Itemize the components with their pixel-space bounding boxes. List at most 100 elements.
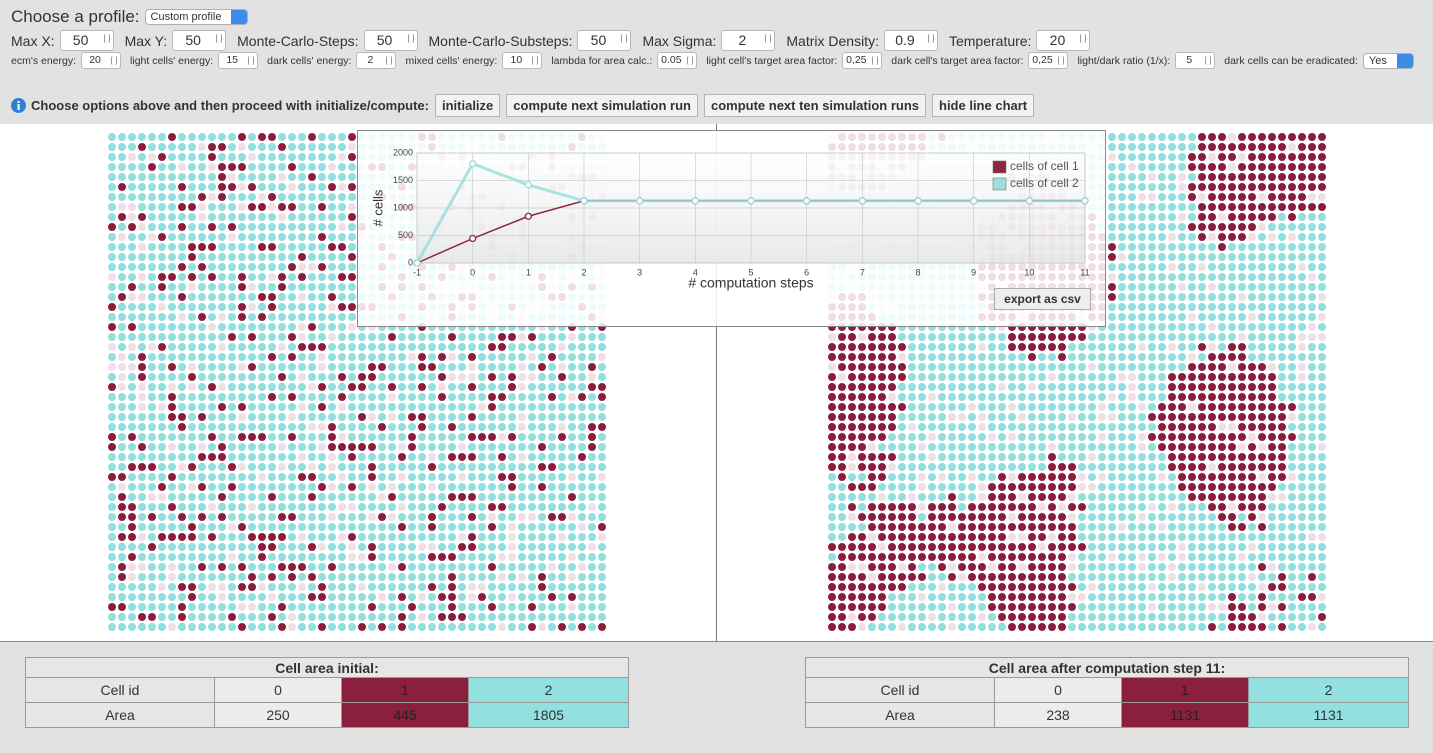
cell-dot [938, 503, 946, 511]
cell-dot [198, 303, 206, 311]
param-input[interactable]: 0,25 [1028, 52, 1069, 69]
param-input[interactable]: 0.05 [657, 52, 698, 69]
cell-dot [248, 143, 256, 151]
cell-dot [428, 423, 436, 431]
cell-dot [278, 473, 286, 481]
cell-dot [1018, 553, 1026, 561]
cell-dot [898, 473, 906, 481]
cell-dot [1118, 553, 1126, 561]
cell-dot [1278, 403, 1286, 411]
cell-dot [298, 423, 306, 431]
cell-dot [268, 433, 276, 441]
cell-dot [1128, 253, 1136, 261]
cell-dot [978, 533, 986, 541]
cell-dot [1218, 583, 1226, 591]
param-input[interactable]: 10 [502, 52, 543, 69]
cell-dot [508, 613, 516, 621]
param-input[interactable]: 50 [363, 30, 418, 51]
param-label: Max Y: [124, 32, 168, 49]
cell-dot [908, 423, 916, 431]
cell-dot [438, 353, 446, 361]
action-button[interactable]: compute next ten simulation runs [703, 94, 926, 117]
cell-dot [138, 433, 146, 441]
cell-dot [1168, 393, 1176, 401]
cell-dot [978, 393, 986, 401]
cell-dot [1138, 313, 1146, 321]
cell-dot [878, 533, 886, 541]
cell-dot [468, 433, 476, 441]
cell-dot [1038, 333, 1046, 341]
param-input[interactable]: 15 [218, 52, 259, 69]
cell-dot [228, 393, 236, 401]
cell-dot [458, 553, 466, 561]
cell-dot [1108, 403, 1116, 411]
cell-dot [848, 483, 856, 491]
cell-dot [598, 383, 606, 391]
cell-dot [348, 233, 356, 241]
cell-dot [1188, 273, 1196, 281]
cell-dot [398, 383, 406, 391]
param-input[interactable]: 2 [721, 30, 776, 51]
param-input[interactable]: 5 [1175, 52, 1216, 69]
cell-dot [358, 623, 366, 631]
param-input[interactable]: 0.9 [883, 30, 938, 51]
cell-dot [1238, 233, 1246, 241]
cell-dot [848, 363, 856, 371]
cell-dot [858, 473, 866, 481]
cell-dot [398, 343, 406, 351]
cell-dot [268, 173, 276, 181]
cell-dot [1198, 473, 1206, 481]
cell-dot [1198, 213, 1206, 221]
cell-dot [978, 543, 986, 551]
cell-dot [1088, 453, 1096, 461]
cell-dot [268, 553, 276, 561]
cell-dot [1178, 483, 1186, 491]
cell-dot [1108, 423, 1116, 431]
cell-dot [168, 443, 176, 451]
cell-dot [1178, 153, 1186, 161]
action-button[interactable]: hide line chart [932, 94, 1035, 117]
cell-dot [1248, 613, 1256, 621]
cell-dot [1268, 263, 1276, 271]
param-input[interactable]: 2 [356, 52, 397, 69]
cell-dot [268, 463, 276, 471]
cell-dot [1038, 433, 1046, 441]
cell-dot [388, 423, 396, 431]
cell-dot [538, 623, 546, 631]
action-button[interactable]: initialize [434, 94, 501, 117]
eradicate-select[interactable]: Yes [1362, 52, 1414, 69]
cell-dot [598, 333, 606, 341]
cell-dot [1078, 573, 1086, 581]
profile-select[interactable]: Custom profile [144, 9, 249, 25]
cell-dot [528, 563, 536, 571]
param-input[interactable]: 20 [81, 52, 122, 69]
param-input[interactable]: 50 [577, 30, 632, 51]
cell-dot [1028, 473, 1036, 481]
cell-dot [1228, 143, 1236, 151]
cell-dot [1298, 153, 1306, 161]
cell-dot [1158, 593, 1166, 601]
cell-dot [298, 183, 306, 191]
cell-dot [1208, 393, 1216, 401]
cell-dot [1298, 143, 1306, 151]
cell-dot [378, 333, 386, 341]
action-button[interactable]: compute next simulation run [506, 94, 698, 117]
param-input[interactable]: 50 [59, 30, 114, 51]
cell-dot [1148, 273, 1156, 281]
cell-dot [1168, 303, 1176, 311]
cell-dot [1188, 403, 1196, 411]
cell-dot [428, 593, 436, 601]
cell-dot [508, 353, 516, 361]
cell-dot [308, 253, 316, 261]
cell-dot [368, 363, 376, 371]
param-input[interactable]: 20 [1036, 30, 1091, 51]
param-input[interactable]: 0,25 [842, 52, 883, 69]
cell-dot [1118, 503, 1126, 511]
cell-dot [1068, 453, 1076, 461]
param-input[interactable]: 50 [172, 30, 227, 51]
cell-dot [368, 373, 376, 381]
cell-dot [308, 533, 316, 541]
cell-dot [1198, 343, 1206, 351]
cell-dot [238, 133, 246, 141]
cell-dot [1288, 273, 1296, 281]
